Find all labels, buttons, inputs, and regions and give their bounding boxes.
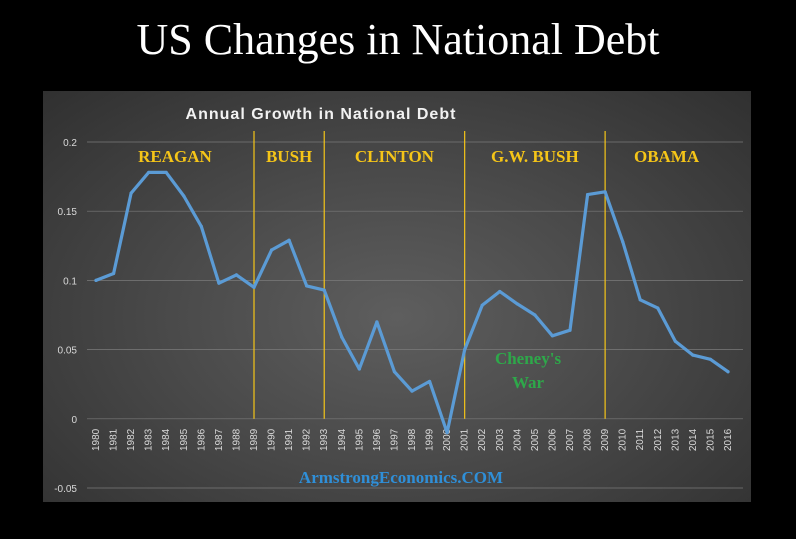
x-tick-label: 1985 (179, 428, 190, 451)
data-point (357, 367, 361, 371)
data-point (621, 240, 625, 244)
x-tick-label: 1998 (407, 428, 418, 451)
data-point (445, 431, 449, 435)
annotation-line-1: Cheney's (495, 349, 562, 368)
y-tick-label: 0.1 (63, 276, 77, 287)
x-tick-label: 2012 (653, 428, 664, 451)
y-tick-label: -0.05 (54, 484, 77, 495)
x-tick-label: 1988 (231, 428, 242, 451)
x-tick-label: 1995 (354, 428, 365, 451)
x-tick-label: 1990 (267, 428, 278, 451)
data-point (129, 191, 133, 195)
era-label: OBAMA (634, 147, 700, 166)
page-title: US Changes in National Debt (136, 15, 660, 64)
x-tick-label: 1982 (126, 428, 137, 451)
data-point (673, 339, 677, 343)
era-dividers (253, 131, 606, 419)
data-point (340, 335, 344, 339)
x-tick-label: 2007 (565, 428, 576, 451)
x-tick-label: 1986 (196, 428, 207, 451)
x-tick-label: 1996 (372, 428, 383, 451)
x-tick-label: 2009 (600, 428, 611, 451)
x-axis-ticks: 1980 1981 1982 1983 1984 1985 1986 1987 1988 1989… (91, 428, 734, 451)
chart-title: Annual Growth in National Debt (186, 106, 457, 123)
data-point (533, 313, 537, 317)
x-tick-label: 2006 (547, 428, 558, 451)
annotation-line-2: War (512, 373, 545, 392)
data-point (392, 370, 397, 374)
data-point (726, 370, 730, 374)
era-label: REAGAN (138, 147, 212, 166)
x-tick-label: 1997 (389, 428, 400, 451)
x-tick-label: 2003 (495, 428, 506, 451)
data-point (427, 379, 432, 384)
era-labels: REAGAN BUSH CLINTON G.W. BUSH OBAMA (138, 147, 700, 166)
x-tick-label: 1991 (284, 428, 295, 451)
data-point (498, 289, 502, 294)
x-tick-label: 1984 (161, 428, 172, 451)
era-label: BUSH (266, 147, 312, 166)
x-tick-label: 2010 (618, 428, 629, 451)
data-point (410, 389, 414, 393)
x-tick-label: 1989 (249, 428, 260, 451)
x-tick-label: 1987 (214, 428, 225, 451)
data-point (111, 271, 116, 276)
era-label: CLINTON (355, 147, 435, 166)
data-point (94, 278, 98, 282)
x-tick-label: 1993 (319, 428, 330, 451)
data-point (322, 288, 326, 292)
data-point (182, 194, 186, 198)
data-point (603, 190, 607, 194)
x-tick-label: 2014 (688, 428, 699, 451)
data-point (638, 298, 642, 302)
data-point (691, 353, 695, 357)
y-tick-label: 0.05 (58, 346, 78, 357)
data-point (585, 192, 590, 197)
x-tick-label: 1983 (144, 428, 155, 451)
data-point (550, 334, 555, 338)
data-point (147, 170, 151, 175)
x-tick-label: 2008 (583, 428, 594, 451)
watermark: ArmstrongEconomics.COM (299, 468, 503, 487)
y-axis-ticks: -0.05 0 0.05 0.1 0.15 0.2 (54, 138, 77, 495)
data-point (287, 238, 291, 242)
x-tick-label: 2013 (670, 428, 681, 451)
x-tick-label: 1994 (337, 428, 348, 451)
x-tick-label: 2005 (530, 428, 541, 451)
x-tick-label: 1992 (302, 428, 313, 451)
y-tick-label: 0.2 (63, 138, 77, 149)
data-point (305, 284, 309, 288)
x-tick-label: 2015 (705, 428, 716, 451)
data-point (252, 285, 256, 289)
data-point (269, 248, 274, 252)
data-point (656, 306, 660, 310)
series-layer (94, 170, 730, 435)
data-point (217, 281, 221, 285)
data-point (708, 357, 713, 361)
x-tick-label: 2002 (477, 428, 488, 451)
data-point (375, 320, 379, 324)
x-tick-label: 1999 (425, 428, 436, 451)
data-point (568, 328, 572, 332)
data-point (515, 302, 519, 306)
x-tick-label: 2001 (460, 428, 471, 451)
data-point (463, 348, 467, 352)
data-point (480, 303, 484, 307)
chart-panel: -0.05 0 0.05 0.1 0.15 0.2 1980 1981 1982 1983 198… (43, 91, 751, 502)
x-tick-label: 2000 (442, 428, 453, 451)
era-label: G.W. BUSH (491, 147, 579, 166)
x-tick-label: 2011 (635, 428, 646, 450)
x-tick-label: 2016 (723, 428, 734, 451)
data-point (199, 224, 203, 229)
x-tick-label: 1980 (91, 428, 102, 451)
x-tick-label: 1981 (109, 428, 120, 451)
y-tick-label: 0 (71, 415, 77, 426)
gridlines (87, 141, 743, 489)
data-point (234, 273, 239, 277)
data-point (164, 170, 168, 175)
x-tick-label: 2004 (512, 428, 523, 451)
y-tick-label: 0.15 (58, 207, 78, 218)
